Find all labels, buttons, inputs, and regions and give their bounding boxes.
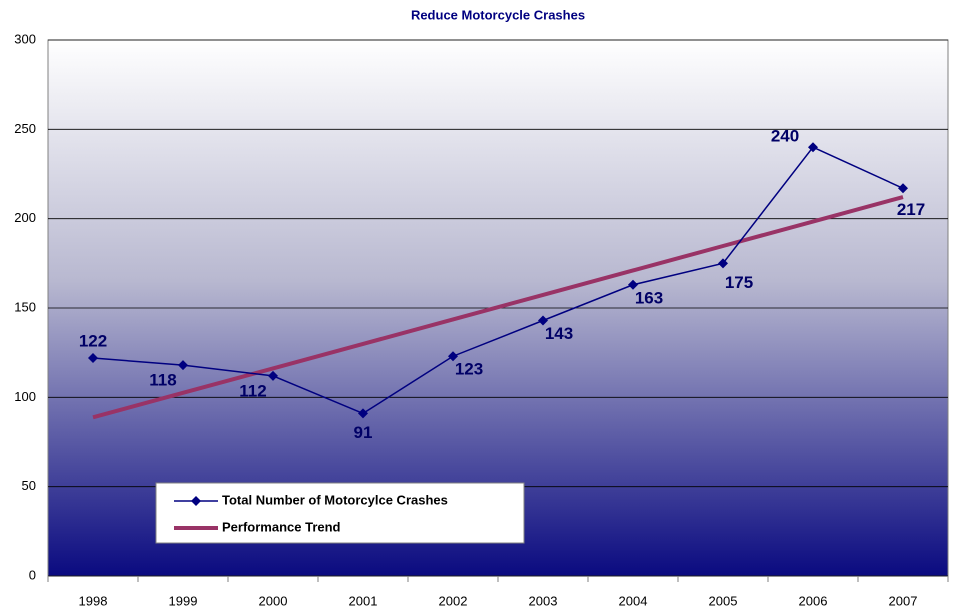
x-tick-label: 2006 xyxy=(799,593,828,608)
y-tick-label: 300 xyxy=(14,31,36,46)
marker xyxy=(718,258,728,269)
data-label: 163 xyxy=(635,288,663,307)
marker xyxy=(448,351,458,362)
x-tick-label: 1999 xyxy=(169,593,198,608)
marker xyxy=(538,315,548,326)
marker xyxy=(268,370,278,381)
data-label: 112 xyxy=(239,381,266,400)
data-label: 91 xyxy=(354,423,373,442)
x-tick-label: 2000 xyxy=(259,593,288,608)
x-tick-label: 2005 xyxy=(709,593,738,608)
x-tick-label: 2001 xyxy=(349,593,378,608)
data-label: 143 xyxy=(545,324,573,343)
data-label: 217 xyxy=(897,200,925,219)
data-label: 175 xyxy=(725,273,753,292)
series-line xyxy=(92,195,904,420)
data-label: 123 xyxy=(455,360,483,379)
marker xyxy=(358,408,368,419)
data-label: 122 xyxy=(79,332,107,351)
series-line xyxy=(92,146,904,415)
y-tick-label: 150 xyxy=(14,299,36,314)
data-label: 118 xyxy=(149,371,176,390)
x-tick-label: 2003 xyxy=(529,593,558,608)
marker xyxy=(628,279,638,290)
marker xyxy=(898,183,908,194)
marker xyxy=(191,496,201,506)
legend-label: Performance Trend xyxy=(222,519,341,534)
legend-label: Total Number of Motorcylce Crashes xyxy=(222,492,448,507)
y-tick-label: 0 xyxy=(29,567,36,582)
data-label: 240 xyxy=(771,127,799,146)
chart-title: Reduce Motorcycle Crashes xyxy=(411,7,585,22)
y-tick-label: 250 xyxy=(14,121,36,136)
x-tick-label: 2007 xyxy=(889,593,918,608)
marker xyxy=(88,353,98,364)
y-tick-label: 100 xyxy=(14,389,36,404)
x-tick-label: 1998 xyxy=(79,593,108,608)
x-tick-label: 2004 xyxy=(619,593,648,608)
y-tick-label: 50 xyxy=(22,478,36,493)
y-tick-label: 200 xyxy=(14,210,36,225)
marker xyxy=(808,142,818,153)
legend-box xyxy=(155,482,525,544)
x-tick-label: 2002 xyxy=(439,593,468,608)
marker xyxy=(178,360,188,371)
